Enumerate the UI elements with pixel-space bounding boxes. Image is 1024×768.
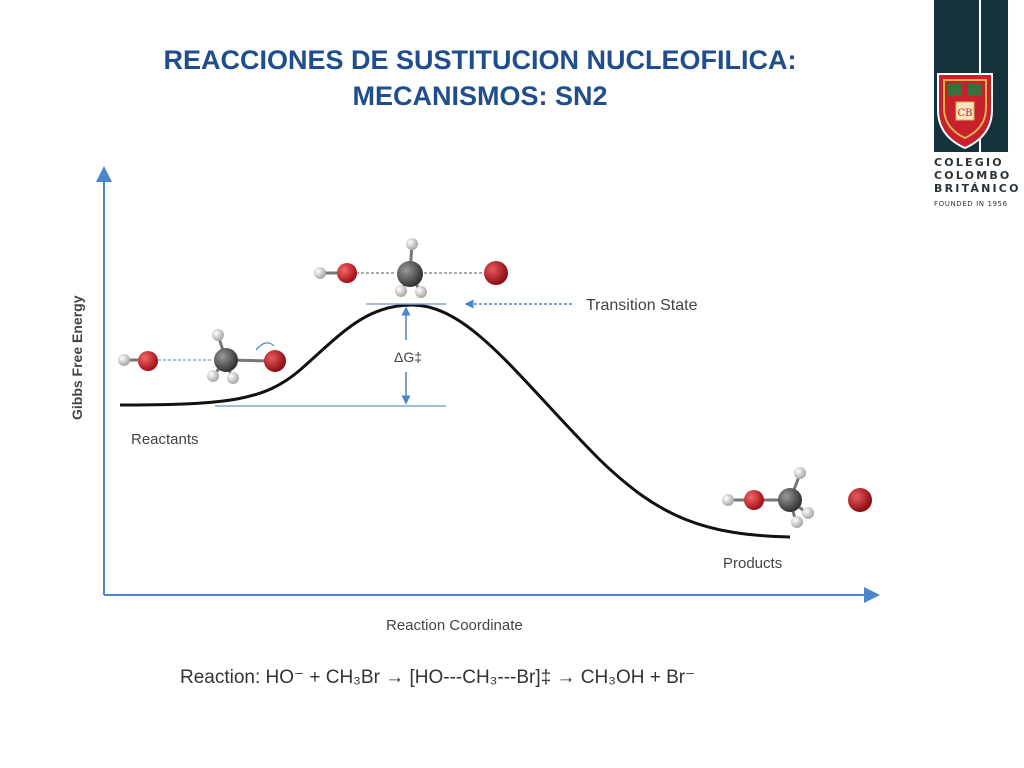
reactants-label: Reactants [131,431,199,448]
reaction-equation: Reaction: HO⁻ + CH₃Br → [HO---CH₃---Br]‡… [180,667,695,688]
svg-text:CB: CB [958,108,973,119]
x-axis-label: Reaction Coordinate [386,617,523,634]
bromine-atom [848,488,872,512]
hydrogen-atom [212,329,224,341]
page-title: REACCIONES DE SUSTITUCION NUCLEOFILICA: … [120,42,840,114]
brand-name-line-3: BRITÁNICO [934,182,1021,195]
brand-name-line-2: COLOMBO [934,169,1012,182]
y-axis-label: Gibbs Free Energy [69,295,85,420]
title-line-1: REACCIONES DE SUSTITUCION NUCLEOFILICA: [163,45,797,75]
hydrogen-atom [395,285,407,297]
hydrogen-atom [314,267,326,279]
brand-name-line-1: COLEGIO [934,156,1004,169]
transition-state-molecule [314,238,508,298]
bromine-atom [264,350,286,372]
oxygen-atom [138,351,158,371]
hydrogen-atom [227,372,239,384]
brand-name: COLEGIO COLOMBO BRITÁNICO [934,156,1021,195]
hydrogen-atom [406,238,418,250]
brand-founded: FOUNDED IN 1956 [934,200,1008,208]
oxygen-atom [337,263,357,283]
energy-curve [119,303,791,539]
hydrogen-atom [207,370,219,382]
hydrogen-atom [794,467,806,479]
transition-state-label: Transition State [586,297,698,314]
school-crest-logo: CB [937,73,993,150]
hydrogen-atom [802,507,814,519]
activation-energy-label: ΔG‡ [394,349,422,365]
hydrogen-atom [791,516,803,528]
carbon-atom [397,261,423,287]
title-line-2: MECANISMOS: SN2 [352,81,608,111]
reactant-molecules [118,329,286,384]
carbon-atom [778,488,802,512]
hydrogen-atom [722,494,734,506]
oxygen-atom [744,490,764,510]
product-molecules [722,467,872,528]
bromine-atom [484,261,508,285]
hydrogen-atom [415,286,427,298]
products-label: Products [723,555,782,572]
carbon-atom [214,348,238,372]
hydrogen-atom [118,354,130,366]
